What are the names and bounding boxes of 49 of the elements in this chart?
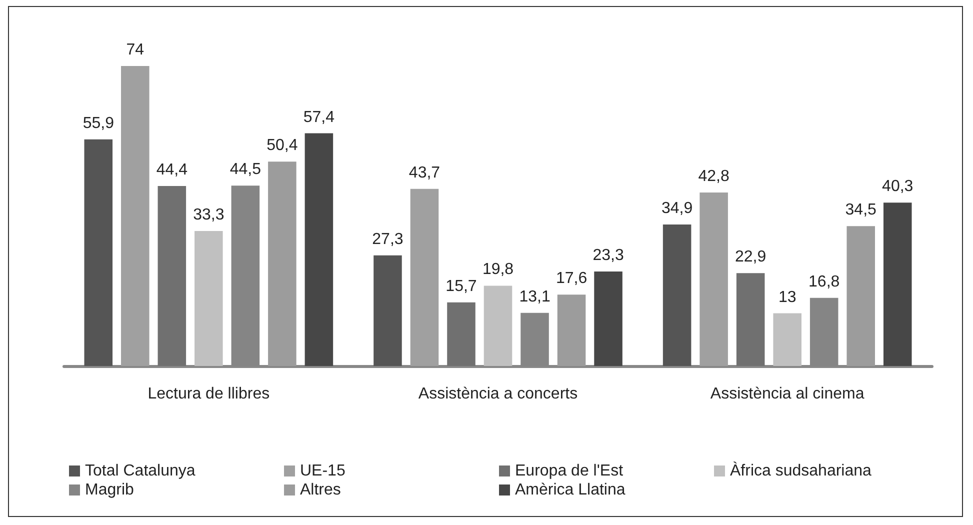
data-label: 15,7 [446,278,477,295]
bar [662,224,692,366]
data-label: 19,8 [482,261,514,278]
data-label: 50,4 [266,137,298,154]
bar [304,133,334,366]
legend-label: Àfrica sudsahariana [730,462,872,480]
data-label: 55,9 [82,114,114,132]
bar [410,188,439,366]
legend-label: Altres [300,482,341,498]
data-label: 27,3 [372,230,404,248]
data-label: 16,8 [808,273,840,290]
bar [374,255,402,366]
data-label: 57,4 [303,108,335,126]
bar [121,66,150,366]
bar [736,273,765,366]
data-label: 34,9 [661,200,693,218]
data-label: 13 [778,288,796,306]
x-tick-label: Assistència a concerts [418,386,578,402]
data-label: 23,3 [592,247,624,264]
bar [158,186,186,366]
data-label: 40,3 [882,178,914,196]
data-label: 33,3 [193,206,224,224]
bar [594,272,622,366]
x-tick-label: Assistència al cinema [710,386,864,402]
legend-label: Amèrica Llatina [515,482,626,498]
data-label: 44,4 [156,162,188,178]
bar [447,302,476,366]
data-label: 34,5 [845,202,877,219]
legend-label: Total Catalunya [85,462,196,480]
data-label: 42,8 [698,168,730,185]
bar [700,192,728,366]
bar [268,162,296,366]
data-label: 17,6 [556,270,588,288]
legend-label: Europa de l'Est [515,462,624,480]
bar [84,139,113,366]
data-label: 22,9 [735,248,766,266]
bar [484,286,512,366]
data-label: 43,7 [408,164,440,182]
bar [773,313,802,366]
legend-label: Magrib [85,482,134,498]
bar [846,226,875,366]
data-label: 13,1 [519,288,550,306]
bar [883,202,912,366]
bar [194,231,223,366]
data-label: 44,5 [230,161,262,178]
bar [557,294,586,366]
data-label: 74 [126,42,144,58]
legend-label: UE-15 [300,462,346,480]
x-tick-label: Lectura de llibres [148,386,270,402]
